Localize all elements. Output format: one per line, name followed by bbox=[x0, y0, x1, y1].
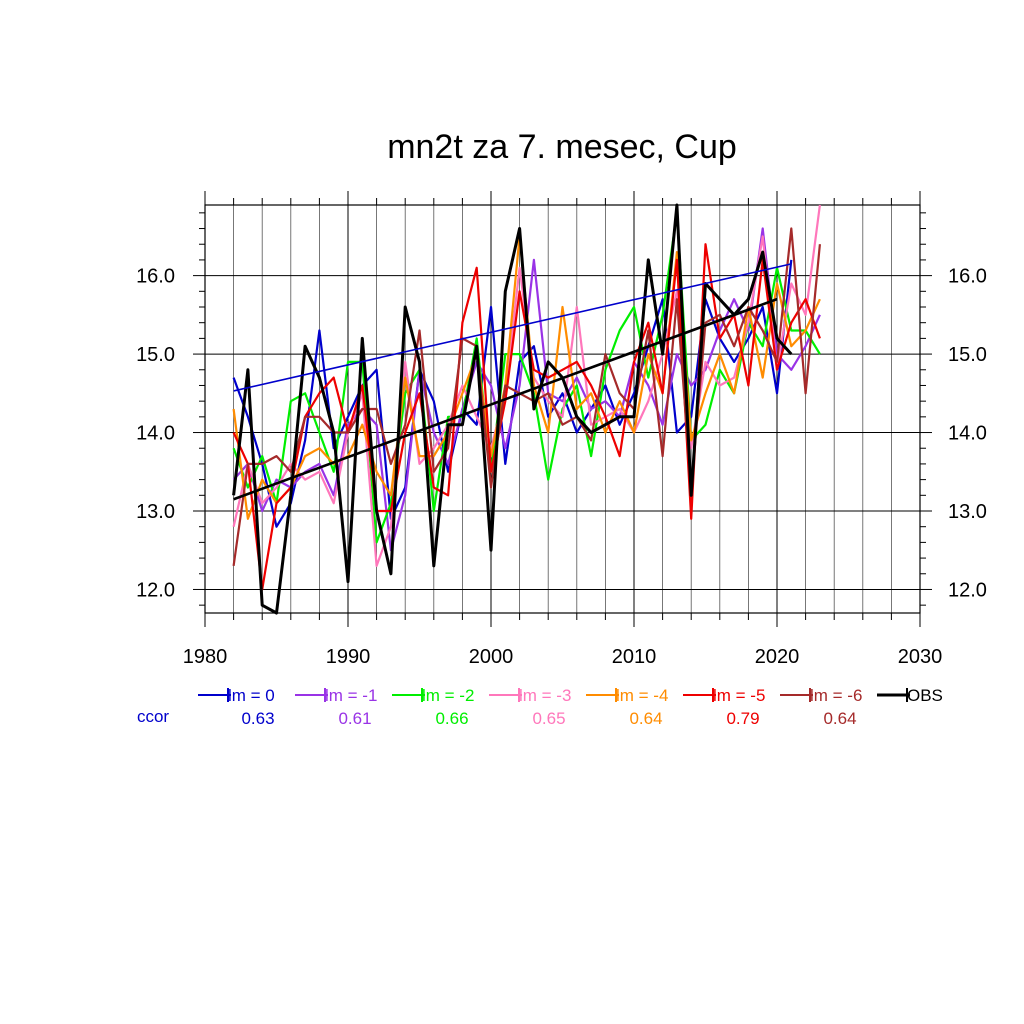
plot-frame bbox=[204, 204, 921, 614]
x-tick-label: 2030 bbox=[898, 646, 943, 668]
tick-labels: 1980 1990 2000 2010 2020 2030 12.0 12.0 13.0 13.0… bbox=[136, 266, 987, 668]
legend-label-2: lm = -2 bbox=[422, 686, 474, 705]
y-tick-label-right: 12.0 bbox=[948, 579, 987, 601]
series-line-2 bbox=[232, 211, 821, 544]
chart-title: mn2t za 7. mesec, Cup bbox=[387, 128, 737, 166]
x-tick-label: 2010 bbox=[612, 646, 657, 668]
ccor-value-4: 0.64 bbox=[629, 709, 662, 728]
plot-border bbox=[204, 204, 921, 614]
ccor-value-1: 0.61 bbox=[338, 709, 371, 728]
y-tick-label-left: 12.0 bbox=[136, 579, 175, 601]
x-tick-label: 1980 bbox=[183, 646, 228, 668]
y-tick-label-left: 15.0 bbox=[136, 344, 175, 366]
y-tick-label-right: 13.0 bbox=[948, 501, 987, 523]
trend-line-0 bbox=[233, 263, 792, 392]
y-tick-label-left: 14.0 bbox=[136, 423, 175, 445]
legend-label-0: lm = 0 bbox=[228, 686, 275, 705]
series-line-7 bbox=[232, 203, 793, 615]
x-tick-label: 2020 bbox=[755, 646, 800, 668]
series-line-6 bbox=[232, 227, 821, 567]
ccor-value-3: 0.65 bbox=[532, 709, 565, 728]
y-tick-label-right: 16.0 bbox=[948, 266, 987, 288]
legend-label-3: lm = -3 bbox=[519, 686, 571, 705]
ccor-value-0: 0.63 bbox=[241, 709, 274, 728]
x-tick-label: 2000 bbox=[469, 646, 514, 668]
x-tick-label: 1990 bbox=[326, 646, 371, 668]
legend: ccor lm = 0 0.63 lm = -1 0.61 lm = -2 0.66 lm =… bbox=[137, 686, 943, 728]
legend-label-7: OBS bbox=[907, 686, 943, 705]
series-lines bbox=[232, 203, 821, 615]
ccor-label: ccor bbox=[137, 707, 169, 726]
legend-label-6: lm = -6 bbox=[810, 686, 862, 705]
trend-line-1 bbox=[233, 297, 778, 501]
legend-label-4: lm = -4 bbox=[616, 686, 668, 705]
y-tick-label-right: 15.0 bbox=[948, 344, 987, 366]
legend-label-5: lm = -5 bbox=[713, 686, 765, 705]
ccor-value-2: 0.66 bbox=[435, 709, 468, 728]
y-tick-label-right: 14.0 bbox=[948, 423, 987, 445]
y-tick-label-left: 13.0 bbox=[136, 501, 175, 523]
legend-label-1: lm = -1 bbox=[325, 686, 377, 705]
ticks bbox=[193, 191, 932, 627]
series-line-5 bbox=[232, 243, 821, 591]
ccor-value-6: 0.64 bbox=[823, 709, 856, 728]
y-tick-label-left: 16.0 bbox=[136, 266, 175, 288]
trend-lines bbox=[233, 263, 792, 501]
ccor-value-5: 0.79 bbox=[726, 709, 759, 728]
